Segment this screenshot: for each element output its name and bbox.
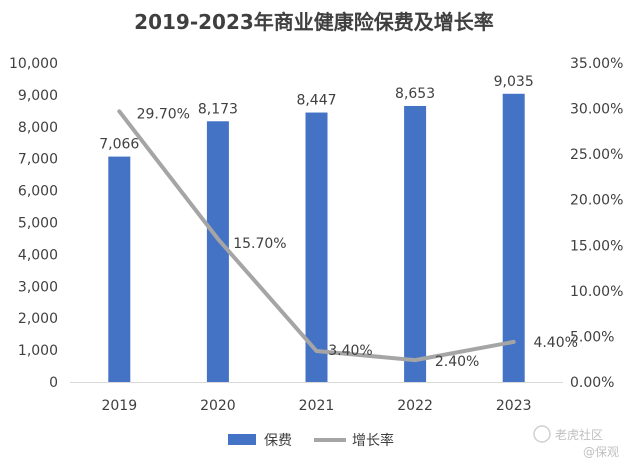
y-left-tick-label: 5,000 [18, 216, 58, 232]
bar-data-labels: 7,066 8,173 8,447 8,653 9,035 [99, 74, 533, 153]
bar [206, 121, 229, 382]
bar [404, 105, 427, 382]
x-tick-label: 2019 [101, 398, 137, 414]
y-right-tick-label: 10.00% [570, 284, 623, 300]
y-left-tick-label: 7,000 [18, 152, 58, 168]
bar-series [108, 93, 525, 382]
bar [502, 93, 525, 382]
line-data-label: 3.40% [328, 343, 372, 359]
line-path [117, 109, 516, 363]
y-left-tick-label: 1,000 [18, 343, 58, 359]
chart-title: 2019-2023年商业健康险保费及增长率 [134, 10, 494, 34]
bar [305, 112, 328, 382]
x-tick-label: 2023 [496, 398, 532, 414]
y-right-tick-label: 0.00% [570, 375, 614, 391]
right-axis: 0.00% 5.00% 10.00% 15.00% 20.00% 25.00% 30.00%… [570, 56, 623, 391]
bar-data-label: 9,035 [494, 74, 534, 90]
x-tick-label: 2022 [397, 398, 433, 414]
line-data-labels: 29.70% 15.70% 3.40% 2.40% 4.40% [137, 106, 578, 370]
watermark-icon [533, 425, 551, 443]
watermark-text: 老虎社区 [555, 427, 603, 442]
line-series [117, 109, 516, 363]
y-left-tick-label: 9,000 [18, 88, 58, 104]
bar [108, 156, 131, 382]
line-data-label: 2.40% [435, 354, 479, 370]
y-right-tick-label: 5.00% [570, 329, 614, 345]
legend: 保费 增长率 [228, 432, 394, 449]
y-left-tick-label: 4,000 [18, 247, 58, 263]
y-left-tick-label: 2,000 [18, 311, 58, 327]
bar-data-label: 8,447 [296, 93, 336, 109]
y-right-tick-label: 35.00% [570, 56, 623, 72]
watermark: 老虎社区 @保观 [533, 425, 619, 459]
legend-swatch-bar [228, 434, 256, 445]
legend-label-bar: 保费 [264, 433, 292, 449]
line-data-label: 4.40% [533, 335, 577, 351]
y-right-tick-label: 30.00% [570, 102, 623, 118]
line-data-label: 29.70% [137, 106, 190, 122]
y-left-tick-label: 8,000 [18, 120, 58, 136]
watermark-author: @保观 [583, 445, 619, 459]
bar-data-label: 7,066 [99, 137, 139, 153]
y-right-tick-label: 15.00% [570, 238, 623, 254]
left-axis: 0 1,000 2,000 3,000 4,000 5,000 6,000 7,000 8,00… [9, 56, 58, 391]
y-left-tick-label: 6,000 [18, 184, 58, 200]
y-left-tick-label: 3,000 [18, 279, 58, 295]
x-tick-label: 2021 [299, 398, 335, 414]
y-right-tick-label: 25.00% [570, 147, 623, 163]
y-left-tick-label: 10,000 [9, 56, 58, 72]
legend-label-line: 增长率 [352, 432, 394, 449]
bar-data-label: 8,173 [198, 101, 238, 117]
y-right-tick-label: 20.00% [570, 193, 623, 209]
x-tick-label: 2020 [200, 398, 236, 414]
y-left-tick-label: 0 [49, 375, 58, 391]
x-axis: 2019 2020 2021 2022 2023 [101, 398, 531, 414]
line-data-label: 15.70% [233, 236, 286, 252]
bar-data-label: 8,653 [395, 86, 435, 102]
